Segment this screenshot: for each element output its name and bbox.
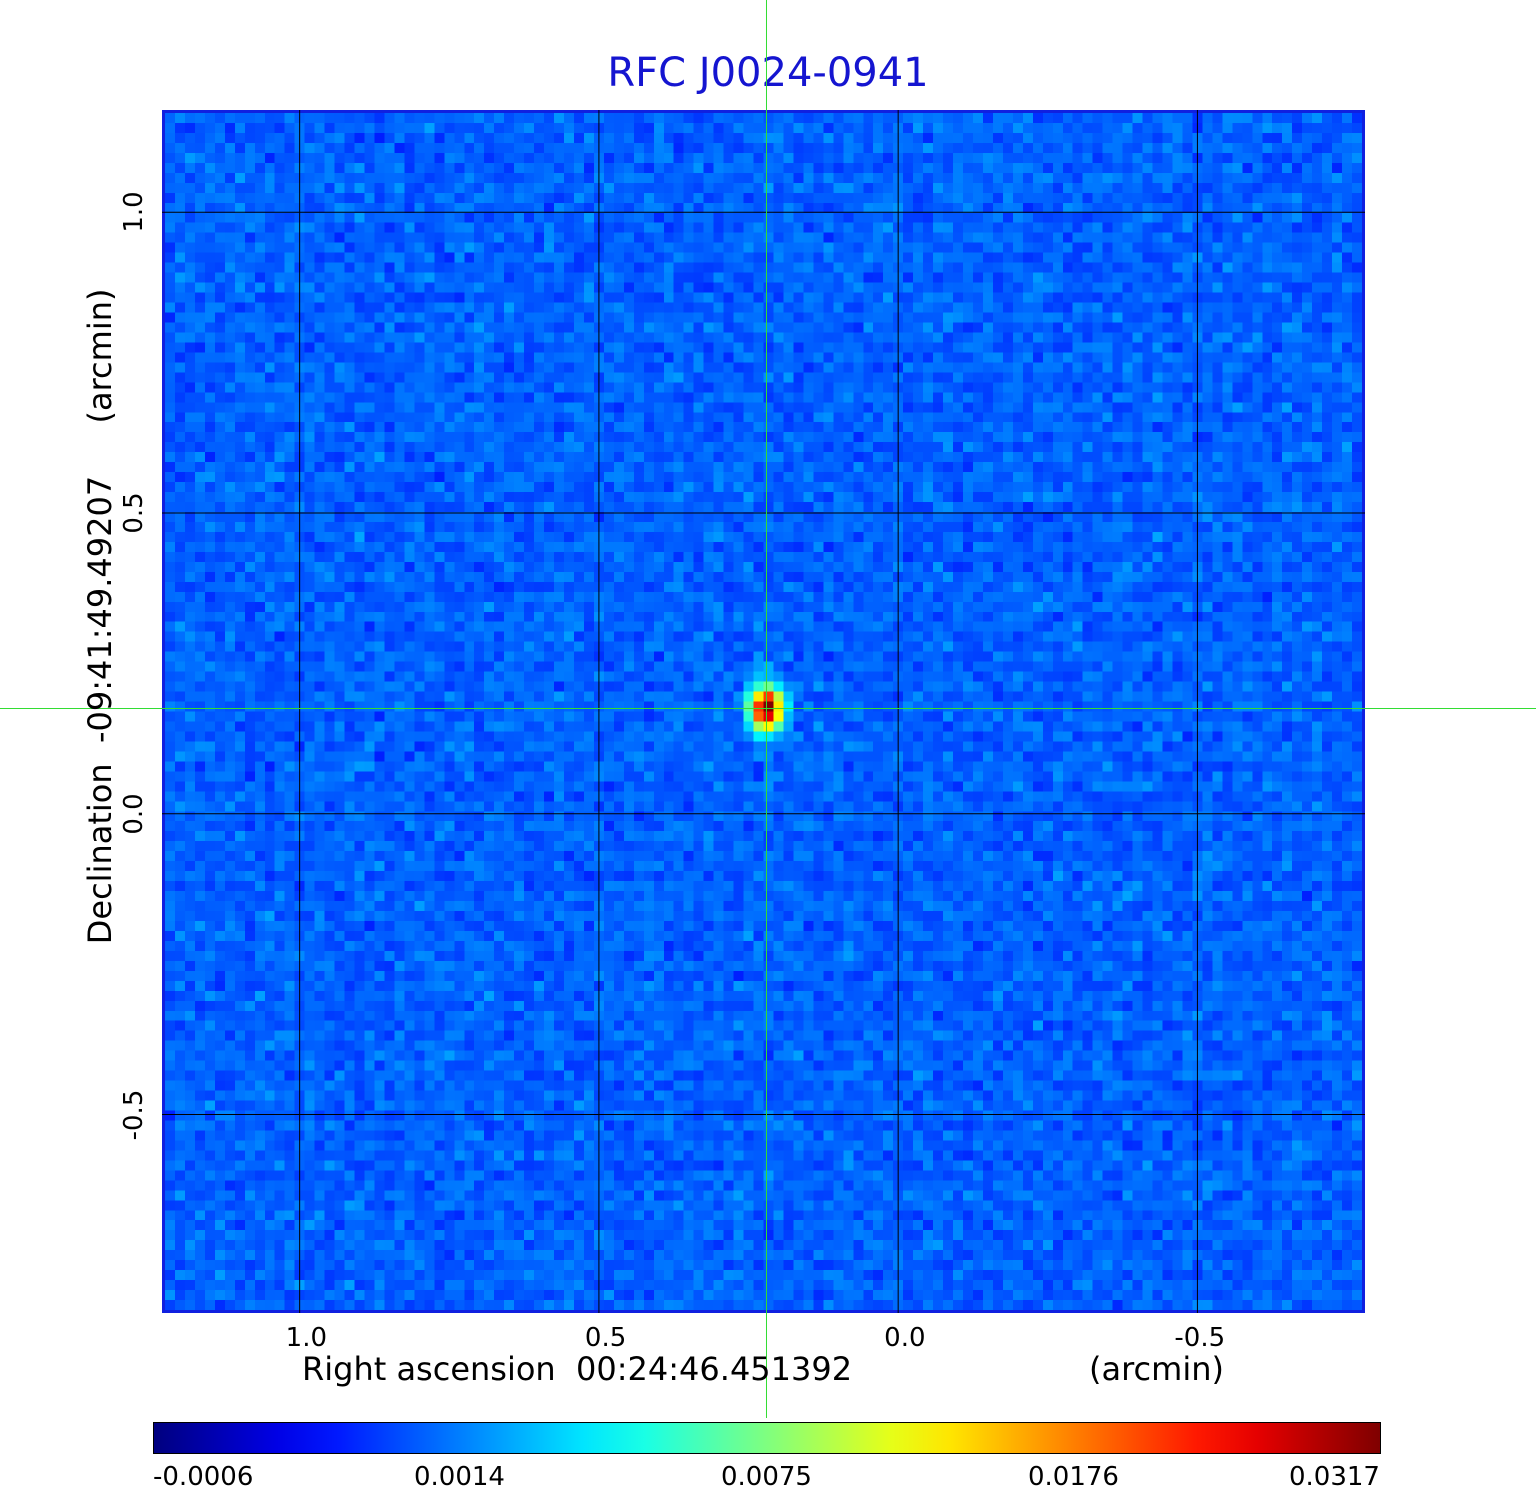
x-tick-label: 0.0 — [884, 1323, 926, 1353]
colorbar-tick-label: 0.0014 — [414, 1462, 505, 1492]
x-tick-label: -0.5 — [1174, 1323, 1226, 1353]
y-axis-unit: (arcmin) — [81, 288, 119, 424]
colorbar-tick-label: 0.0075 — [721, 1462, 812, 1492]
colorbar-tick-label: 0.0317 — [1289, 1462, 1380, 1492]
x-axis-label: Right ascension 00:24:46.451392 — [302, 1350, 853, 1388]
intensity-map — [165, 113, 1362, 1310]
colorbar-tick-label: 0.0176 — [1028, 1462, 1119, 1492]
x-tick-label: 1.0 — [285, 1323, 328, 1353]
colorbar-tick-label: -0.0006 — [153, 1462, 254, 1492]
colorbar — [153, 1422, 1381, 1454]
chart-title: RFC J0024-0941 — [607, 50, 929, 96]
y-tick-label: 0.5 — [119, 492, 149, 534]
y-tick-label: -0.5 — [119, 1089, 149, 1140]
y-axis-label: Declination -09:41:49.49207 — [81, 475, 119, 945]
y-tick-label: 0.0 — [119, 793, 149, 835]
y-tick-label: 1.0 — [119, 191, 149, 233]
x-tick-label: 0.5 — [584, 1323, 627, 1353]
x-axis-unit: (arcmin) — [1089, 1350, 1224, 1388]
map-plot-area[interactable] — [162, 110, 1365, 1313]
